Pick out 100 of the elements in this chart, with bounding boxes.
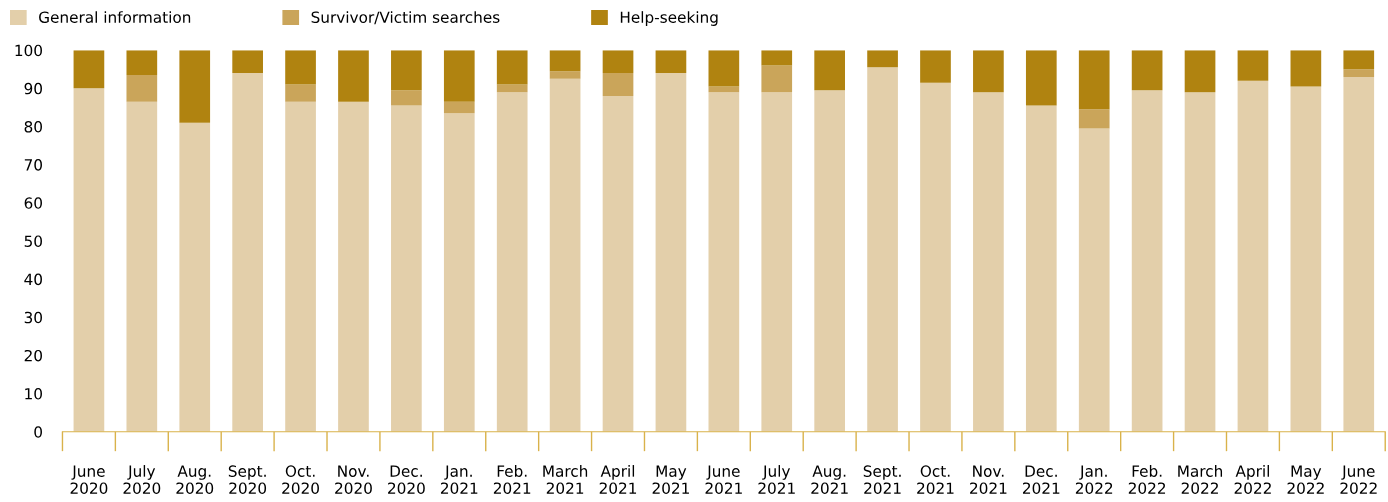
- y-tick-label: 100: [15, 44, 42, 57]
- bar: [126, 50, 158, 75]
- bar: [1078, 50, 1110, 110]
- y-tick-label: 20: [24, 349, 42, 362]
- bar: [761, 92, 793, 432]
- bar: [549, 71, 581, 79]
- x-tick-label: Sept. 2020: [228, 465, 267, 494]
- bar: [338, 101, 369, 432]
- bar: [1078, 109, 1110, 129]
- x-tick-label: Feb. 2022: [1128, 465, 1166, 494]
- bar: [73, 50, 105, 89]
- bar: [1343, 50, 1375, 70]
- x-tick-label: Aug. 2020: [176, 465, 214, 494]
- x-tick-label: Sept. 2021: [863, 465, 901, 494]
- x-tick-label: Oct. 2020: [282, 465, 319, 494]
- bar: [1290, 50, 1322, 87]
- bar: [761, 50, 793, 66]
- bar: [285, 101, 316, 432]
- bar: [232, 50, 263, 74]
- x-tick-label: May 2022: [1287, 465, 1324, 494]
- y-tick-label: 90: [24, 82, 42, 95]
- bar: [126, 101, 158, 432]
- y-tick-label: 40: [24, 273, 42, 286]
- bar: [761, 65, 793, 93]
- x-tick-label: Aug. 2021: [811, 465, 848, 494]
- x-tick-label: July 2021: [758, 465, 795, 494]
- x-tick-label: May 2021: [652, 465, 689, 494]
- legend-label: General information: [39, 11, 191, 23]
- bar: [708, 92, 740, 432]
- x-tick-label: April 2021: [599, 465, 637, 494]
- bar: [973, 92, 1004, 432]
- bar: [973, 50, 1004, 93]
- bar: [708, 50, 740, 87]
- bar: [443, 50, 475, 102]
- legend-label: Survivor/Victim searches: [311, 11, 500, 25]
- bar: [232, 73, 263, 432]
- x-tick-label: Nov. 2020: [335, 465, 372, 494]
- bar: [1343, 69, 1375, 77]
- bar: [655, 73, 687, 432]
- bar: [391, 105, 422, 432]
- x-tick-label: Feb. 2021: [493, 465, 531, 494]
- x-tick-label: Oct. 2021: [917, 465, 954, 494]
- bar: [920, 82, 951, 432]
- bar: [338, 50, 369, 102]
- bar: [496, 50, 528, 85]
- bar: [126, 75, 158, 102]
- bar: [602, 95, 634, 432]
- bar: [814, 90, 846, 432]
- y-tick-label: 30: [24, 311, 42, 324]
- bar: [73, 88, 105, 432]
- y-tick-label: 60: [24, 197, 42, 209]
- x-tick-label: June 2021: [705, 465, 742, 494]
- x-tick-label: Nov. 2021: [970, 465, 1007, 494]
- bar: [655, 50, 687, 74]
- x-tick-label: Dec. 2020: [388, 465, 425, 494]
- bar: [179, 50, 211, 123]
- bar: [496, 84, 528, 93]
- bar: [391, 90, 422, 106]
- bar: [1184, 92, 1216, 432]
- bar: [1078, 128, 1110, 432]
- y-tick-label: 10: [25, 388, 42, 400]
- bar: [602, 50, 634, 74]
- legend-label: Help-seeking: [620, 11, 718, 26]
- x-tick-label: March 2021: [543, 465, 588, 494]
- x-tick-label: April 2022: [1234, 465, 1271, 494]
- bar: [867, 67, 898, 432]
- bar: [179, 122, 211, 432]
- bar: [1131, 50, 1163, 91]
- y-tick-label: 80: [24, 120, 42, 133]
- bar: [1343, 76, 1375, 432]
- y-tick-label: 70: [24, 159, 42, 171]
- bar: [443, 113, 475, 432]
- x-tick-label: Jan. 2021: [440, 465, 478, 494]
- bar: [496, 92, 528, 432]
- x-tick-label: July 2020: [123, 465, 161, 494]
- x-tick-label: March 2022: [1178, 465, 1223, 494]
- bar: [814, 50, 846, 91]
- bar: [1237, 50, 1269, 81]
- bar: [443, 101, 475, 114]
- x-tick-label: June 2022: [1340, 465, 1377, 494]
- y-tick-label: 0: [34, 426, 42, 438]
- y-tick-label: 50: [24, 235, 42, 247]
- bar: [1131, 90, 1163, 432]
- bar: [549, 78, 581, 432]
- bar: [708, 86, 740, 93]
- bar: [391, 50, 422, 91]
- bar: [285, 50, 316, 85]
- bar: [1025, 50, 1057, 106]
- bar: [1290, 86, 1322, 432]
- bar: [602, 73, 634, 96]
- x-tick-label: Jan. 2022: [1075, 465, 1113, 494]
- bar: [549, 50, 581, 72]
- bar: [920, 50, 951, 83]
- bar: [1184, 50, 1216, 93]
- bar: [285, 84, 316, 102]
- x-tick-label: June 2020: [70, 465, 108, 494]
- bar: [1237, 80, 1269, 432]
- x-tick-label: Dec. 2021: [1022, 465, 1060, 494]
- bar: [1025, 105, 1057, 432]
- bar: [867, 50, 898, 68]
